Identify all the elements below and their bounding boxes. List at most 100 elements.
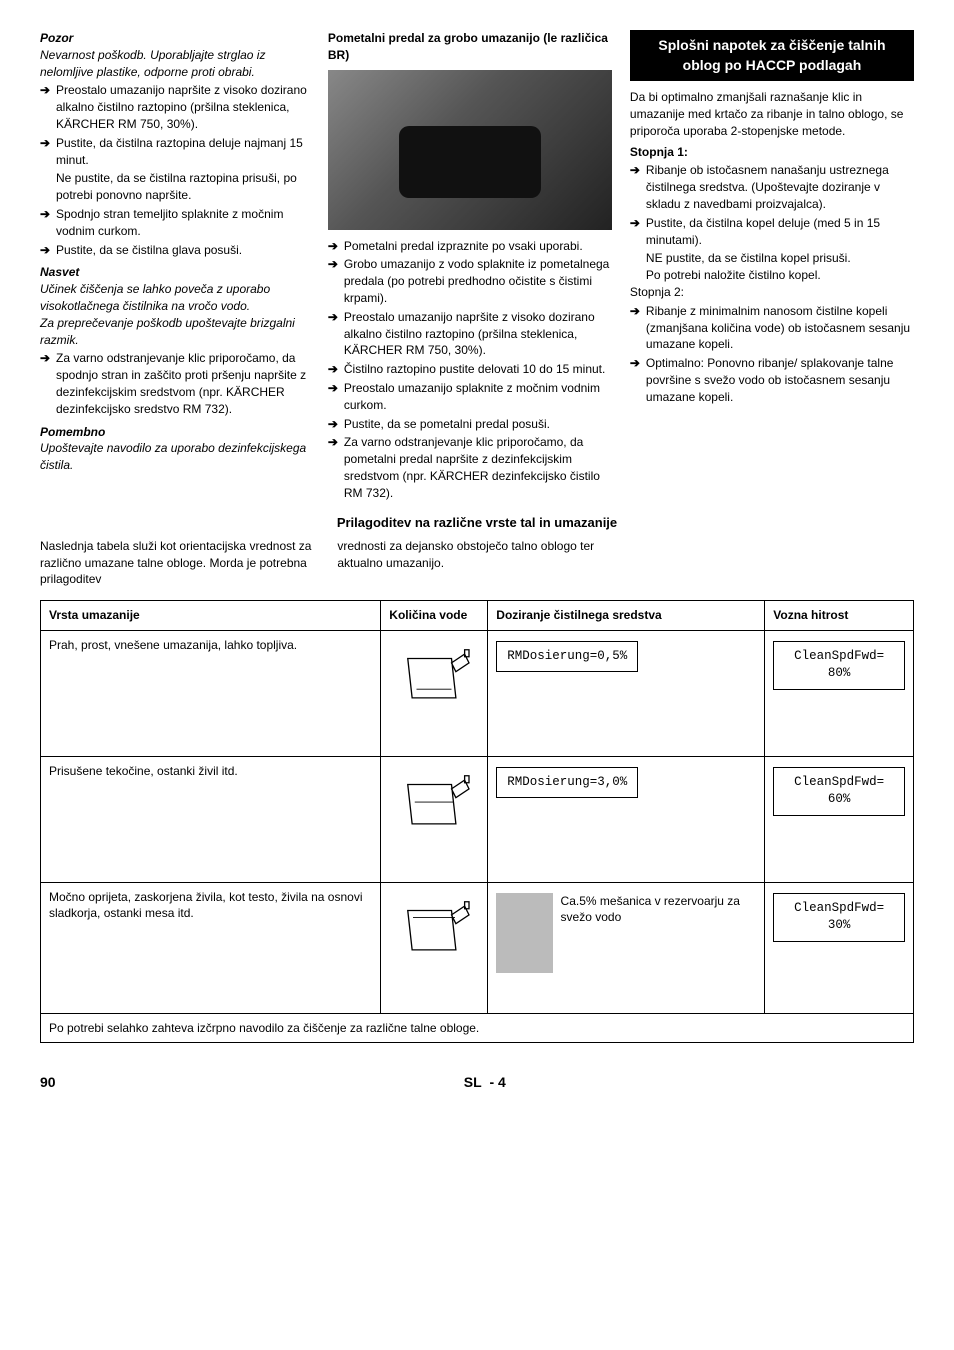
- arrow-icon: ➔: [40, 206, 56, 223]
- bullet-item: ➔Preostalo umazanijo napršite z visoko d…: [328, 309, 612, 359]
- bullet-text: Pustite, da se pometalni predal posuši.: [344, 416, 612, 433]
- arrow-icon: ➔: [328, 361, 344, 378]
- cell-dose: RMDosierung=3,0%: [488, 756, 765, 882]
- dose-value: RMDosierung=3,0%: [496, 767, 638, 799]
- bullet-item: ➔Pustite, da čistilna kopel deluje (med …: [630, 215, 914, 249]
- bullet-subtext: Ne pustite, da se čistilna raztopina pri…: [56, 170, 310, 204]
- nasvet-heading: Nasvet: [40, 264, 310, 281]
- bullet-text: Optimalno: Ponovno ribanje/ splakovanje …: [646, 355, 914, 405]
- cell-water: [381, 756, 488, 882]
- cell-dirt: Prah, prost, vnešene umazanija, lahko to…: [41, 630, 381, 756]
- page-lang: SL: [464, 1074, 482, 1090]
- cell-speed: CleanSpdFwd= 30%: [765, 882, 914, 1013]
- cell-water: [381, 630, 488, 756]
- arrow-icon: ➔: [328, 380, 344, 397]
- bullet-text: Za varno odstranjevanje klic priporočamo…: [344, 434, 612, 501]
- cell-speed: CleanSpdFwd= 80%: [765, 630, 914, 756]
- pomembno-text: Upoštevajte navodilo za uporabo dezinfek…: [40, 440, 310, 474]
- bullet-item: ➔Ribanje z minimalnim nanosom čistilne k…: [630, 303, 914, 353]
- bullet-text: Pustite, da čistilna kopel deluje (med 5…: [646, 215, 914, 249]
- stage1-label: Stopnja 1:: [630, 144, 914, 161]
- arrow-icon: ➔: [630, 355, 646, 372]
- cell-dirt: Prisušene tekočine, ostanki živil itd.: [41, 756, 381, 882]
- bullet-text: Čistilno raztopino pustite delovati 10 d…: [344, 361, 612, 378]
- arrow-icon: ➔: [328, 434, 344, 451]
- bullet-text: Grobo umazanijo z vodo splaknite iz pome…: [344, 256, 612, 306]
- bullet-item: ➔Za varno odstranjevanje klic priporočam…: [40, 350, 310, 417]
- page-sub: - 4: [489, 1074, 505, 1090]
- th-water: Količina vode: [381, 601, 488, 631]
- bullet-text: Za varno odstranjevanje klic priporočamo…: [56, 350, 310, 417]
- bullet-item: ➔Pustite, da se pometalni predal posuši.: [328, 416, 612, 433]
- th-speed: Vozna hitrost: [765, 601, 914, 631]
- col3-heading: Splošni napotek za čiščenje talnih oblog…: [630, 30, 914, 81]
- pozor-heading: Pozor: [40, 30, 310, 47]
- cell-dirt: Močno oprijeta, zaskorjena živila, kot t…: [41, 882, 381, 1013]
- arrow-icon: ➔: [328, 238, 344, 255]
- stage2-label: Stopnja 2:: [630, 284, 914, 301]
- adapt-intro-left: Naslednja tabela služi kot orientacijska…: [40, 538, 319, 588]
- bullet-item: ➔Grobo umazanijo z vodo splaknite iz pom…: [328, 256, 612, 306]
- arrow-icon: ➔: [40, 242, 56, 259]
- arrow-icon: ➔: [40, 135, 56, 152]
- table-row: Močno oprijeta, zaskorjena živila, kot t…: [41, 882, 914, 1013]
- bullet-text: Spodnjo stran temeljito splaknite z močn…: [56, 206, 310, 240]
- nasvet-text: Za preprečevanje poškodb upoštevajte bri…: [40, 315, 310, 349]
- product-photo: [328, 70, 612, 230]
- tank-photo: [496, 893, 552, 973]
- table-row: Po potrebi selahko zahteva izčrpno navod…: [41, 1013, 914, 1043]
- bullet-item: ➔Čistilno raztopino pustite delovati 10 …: [328, 361, 612, 378]
- bullet-item: ➔Optimalno: Ponovno ribanje/ splakovanje…: [630, 355, 914, 405]
- bullet-item: ➔Pustite, da čistilna raztopina deluje n…: [40, 135, 310, 169]
- bullet-text: Pometalni predal izpraznite po vsaki upo…: [344, 238, 612, 255]
- nasvet-text: Učinek čiščenja se lahko poveča z uporab…: [40, 281, 310, 315]
- arrow-icon: ➔: [328, 416, 344, 433]
- cell-dose: Ca.5% mešanica v rezervoarju za svežo vo…: [488, 882, 765, 1013]
- jug-icon: [389, 767, 479, 837]
- cell-dose: RMDosierung=0,5%: [488, 630, 765, 756]
- dose-value: RMDosierung=0,5%: [496, 641, 638, 673]
- bullet-item: ➔Spodnjo stran temeljito splaknite z moč…: [40, 206, 310, 240]
- bullet-item: ➔Preostalo umazanijo napršite z visoko d…: [40, 82, 310, 132]
- bullet-text: Ribanje z minimalnim nanosom čistilne ko…: [646, 303, 914, 353]
- speed-value: CleanSpdFwd= 80%: [773, 641, 905, 690]
- pomembno-heading: Pomembno: [40, 424, 310, 441]
- bullet-subtext: NE pustite, da se čistilna kopel prisuši…: [646, 250, 914, 267]
- cell-water: [381, 882, 488, 1013]
- table-row: Prah, prost, vnešene umazanija, lahko to…: [41, 630, 914, 756]
- bullet-item: ➔Pustite, da se čistilna glava posuši.: [40, 242, 310, 259]
- dose-text: Ca.5% mešanica v rezervoarju za svežo vo…: [561, 893, 757, 927]
- arrow-icon: ➔: [40, 82, 56, 99]
- bullet-item: ➔Ribanje ob istočasnem nanašanju ustrezn…: [630, 162, 914, 212]
- adapt-intro-right: vrednosti za dejansko obstoječo talno ob…: [337, 538, 616, 588]
- arrow-icon: ➔: [328, 256, 344, 273]
- th-dose: Doziranje čistilnega sredstva: [488, 601, 765, 631]
- page-number: 90: [40, 1073, 56, 1093]
- bullet-text: Preostalo umazanijo splaknite z močnim v…: [344, 380, 612, 414]
- table-footnote: Po potrebi selahko zahteva izčrpno navod…: [41, 1013, 914, 1043]
- bullet-text: Pustite, da čistilna raztopina deluje na…: [56, 135, 310, 169]
- jug-icon: [389, 641, 479, 711]
- bullet-item: ➔Pometalni predal izpraznite po vsaki up…: [328, 238, 612, 255]
- bullet-text: Pustite, da se čistilna glava posuši.: [56, 242, 310, 259]
- col2-title: Pometalni predal za grobo umazanijo (le …: [328, 30, 612, 64]
- arrow-icon: ➔: [40, 350, 56, 367]
- arrow-icon: ➔: [328, 309, 344, 326]
- table-row: Prisušene tekočine, ostanki živil itd. R…: [41, 756, 914, 882]
- arrow-icon: ➔: [630, 303, 646, 320]
- bullet-text: Preostalo umazanijo napršite z visoko do…: [56, 82, 310, 132]
- bullet-item: ➔Preostalo umazanijo splaknite z močnim …: [328, 380, 612, 414]
- dirt-table: Vrsta umazanije Količina vode Doziranje …: [40, 600, 914, 1043]
- bullet-item: ➔Za varno odstranjevanje klic priporočam…: [328, 434, 612, 501]
- adapt-title: Prilagoditev na različne vrste tal in um…: [40, 514, 914, 532]
- th-dirt: Vrsta umazanije: [41, 601, 381, 631]
- pozor-text: Nevarnost poškodb. Uporabljajte strglao …: [40, 47, 310, 81]
- bullet-subtext: Po potrebi naložite čistilno kopel.: [646, 267, 914, 284]
- speed-value: CleanSpdFwd= 30%: [773, 893, 905, 942]
- jug-icon: [389, 893, 479, 963]
- arrow-icon: ➔: [630, 162, 646, 179]
- bullet-text: Preostalo umazanijo napršite z visoko do…: [344, 309, 612, 359]
- speed-value: CleanSpdFwd= 60%: [773, 767, 905, 816]
- arrow-icon: ➔: [630, 215, 646, 232]
- bullet-text: Ribanje ob istočasnem nanašanju ustrezne…: [646, 162, 914, 212]
